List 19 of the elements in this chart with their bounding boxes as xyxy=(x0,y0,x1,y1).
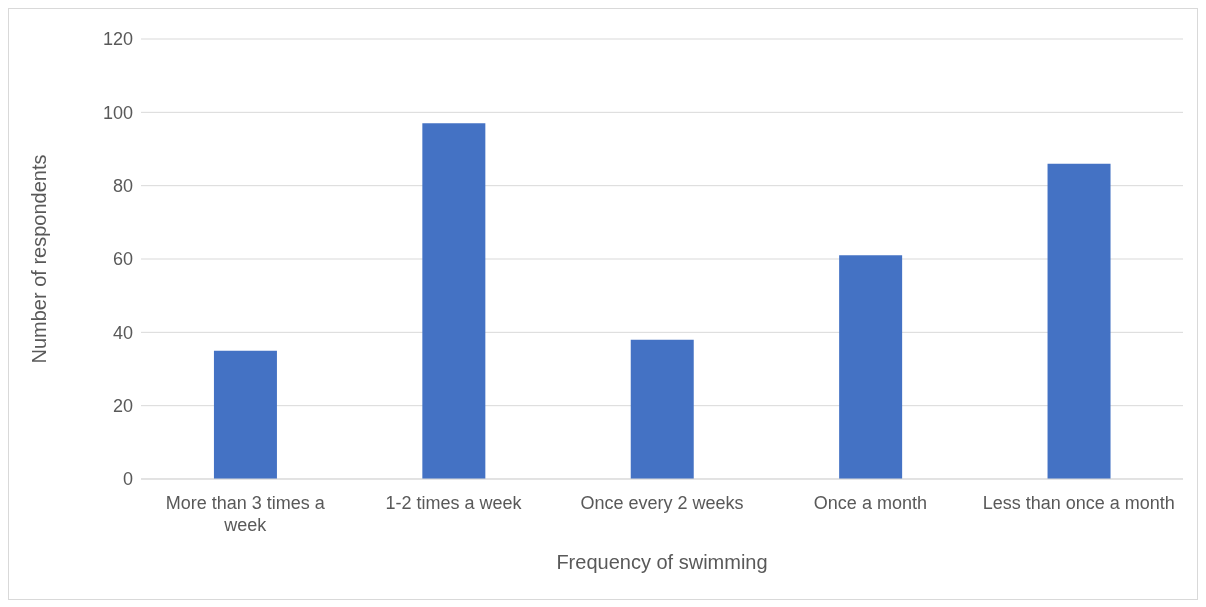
bar xyxy=(1047,163,1111,479)
y-tick-label: 120 xyxy=(102,29,133,50)
y-tick-label: 80 xyxy=(112,176,133,197)
y-axis-title: Number of respondents xyxy=(28,154,51,364)
bar xyxy=(839,255,903,479)
bar xyxy=(422,123,486,479)
y-tick-label: 20 xyxy=(112,396,133,417)
x-axis-title: Frequency of swimming xyxy=(556,551,768,573)
x-tick-label: Once a month xyxy=(813,493,927,513)
x-tick-label: Once every 2 weeks xyxy=(580,493,744,513)
x-tick-label: 1-2 times a week xyxy=(385,493,523,513)
y-tick-label: 60 xyxy=(112,249,133,270)
x-tick-label: Less than once a month xyxy=(982,493,1175,513)
y-tick-label: 100 xyxy=(102,102,133,123)
y-tick-label: 40 xyxy=(112,322,133,343)
bar xyxy=(630,339,694,479)
bar xyxy=(213,350,277,479)
y-tick-label: 0 xyxy=(122,469,133,490)
x-tick-label: More than 3 times a week xyxy=(165,493,326,535)
